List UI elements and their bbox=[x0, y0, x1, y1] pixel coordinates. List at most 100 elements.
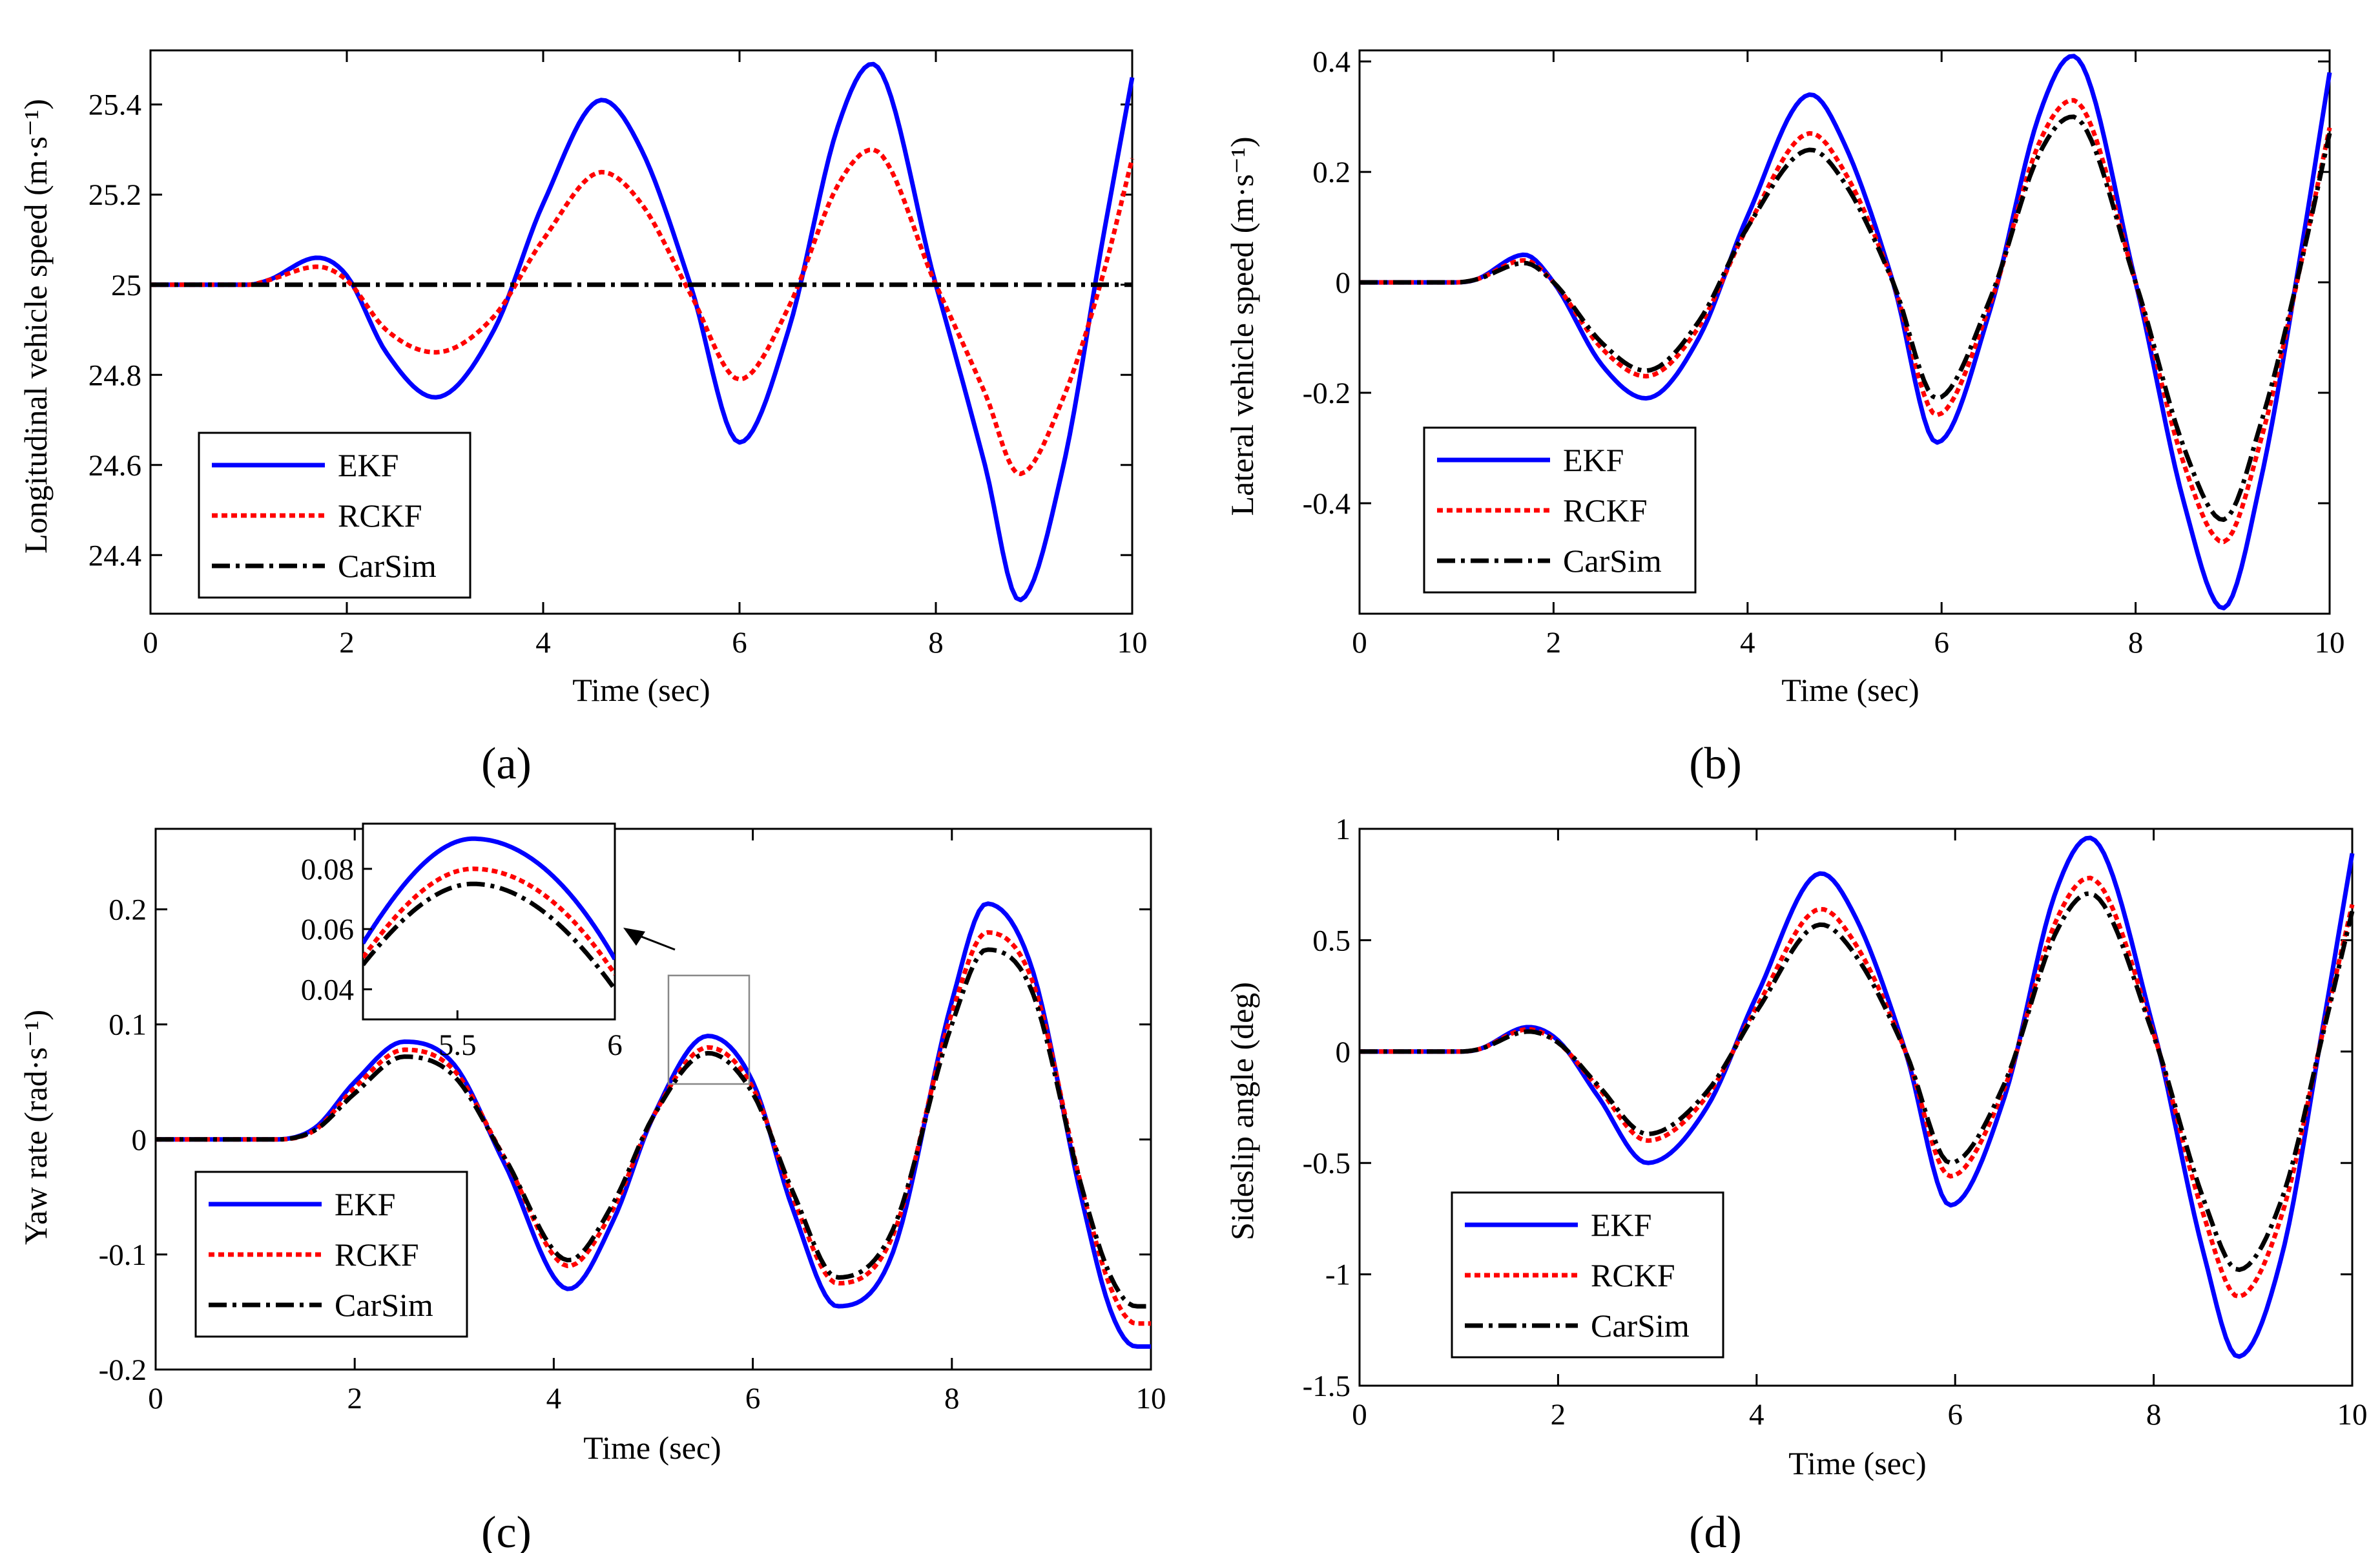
series-line-carsim bbox=[1360, 114, 2332, 522]
inset-y-tick-label: 0.08 bbox=[301, 853, 354, 886]
series-line-ekf bbox=[1360, 54, 2332, 610]
caption-d: (d) bbox=[1689, 1508, 1742, 1553]
x-tick-label: 4 bbox=[1749, 1398, 1764, 1432]
y-tick-label: -0.1 bbox=[99, 1238, 147, 1272]
legend-label-rckf: RCKF bbox=[335, 1236, 419, 1273]
inset-series-ekf bbox=[363, 836, 615, 961]
legend-label-carsim: CarSim bbox=[1591, 1308, 1690, 1344]
plot-area-b: 0 2 4 6 8 10 -0.4 -0.2 0 0.2 0.4 EKF RCKF CarSim bbox=[1303, 45, 2345, 660]
x-tick-label: 10 bbox=[2315, 626, 2345, 660]
xlabel-a: Time (sec) bbox=[572, 672, 710, 708]
inset-frame bbox=[362, 822, 616, 1021]
x-tick-label: 10 bbox=[1117, 626, 1148, 660]
y-tick-label: 25.2 bbox=[88, 178, 141, 212]
caption-b: (b) bbox=[1689, 739, 1742, 789]
inset-source-box bbox=[667, 974, 750, 1085]
x-tick-label: 2 bbox=[347, 1382, 362, 1415]
ylabel-c: Yaw rate (rad·s⁻¹) bbox=[17, 1010, 54, 1245]
y-tick-label: 0.2 bbox=[1312, 156, 1350, 189]
legend-label-carsim: CarSim bbox=[1563, 543, 1662, 579]
y-tick-label: 0.4 bbox=[1312, 45, 1350, 79]
x-tick-label: 0 bbox=[143, 626, 158, 660]
y-tick-label: 24.8 bbox=[88, 359, 141, 392]
plot-area-d: 0 2 4 6 8 10 -1.5 -1 -0.5 0 0.5 1 EKF RCKF CarSim bbox=[1303, 813, 2368, 1432]
y-tick-label: -0.2 bbox=[99, 1353, 147, 1387]
x-tick-label: 8 bbox=[928, 626, 944, 660]
series-line-carsim bbox=[156, 947, 1151, 1309]
xlabel-b: Time (sec) bbox=[1781, 672, 1919, 708]
x-tick-label: 4 bbox=[546, 1382, 562, 1415]
y-tick-label: -0.2 bbox=[1303, 377, 1350, 410]
legend-label-ekf: EKF bbox=[338, 447, 398, 483]
legend-label-carsim: CarSim bbox=[335, 1287, 433, 1323]
ylabel-a: Longitudinal vehicle speed (m·s⁻¹) bbox=[17, 99, 54, 554]
x-tick-label: 2 bbox=[1551, 1398, 1566, 1432]
caption-a: (a) bbox=[481, 739, 532, 789]
legend-label-rckf: RCKF bbox=[1591, 1257, 1675, 1293]
y-tick-label: 24.4 bbox=[88, 539, 141, 572]
x-tick-label: 10 bbox=[2337, 1398, 2368, 1432]
panel-a: 0 2 4 6 8 10 24.4 24.6 24.8 25 25.2 25.4 EKF RCKF CarS… bbox=[17, 49, 1148, 789]
x-tick-label: 4 bbox=[1740, 626, 1755, 660]
y-tick-label: 0.1 bbox=[109, 1008, 147, 1042]
x-tick-label: 0 bbox=[148, 1382, 163, 1415]
panel-b: 0 2 4 6 8 10 -0.4 -0.2 0 0.2 0.4 EKF RCKF CarSim Late… bbox=[1224, 45, 2345, 789]
y-tick-label: 25 bbox=[111, 269, 141, 302]
y-tick-label: 0 bbox=[1336, 266, 1351, 300]
legend: EKF RCKF CarSim bbox=[1423, 426, 1697, 594]
inset-series-rckf bbox=[363, 866, 615, 976]
y-tick-label: -1 bbox=[1325, 1258, 1350, 1292]
inset-x-tick-label: 5.5 bbox=[439, 1028, 477, 1062]
x-tick-label: 2 bbox=[339, 626, 355, 660]
x-tick-label: 8 bbox=[2146, 1398, 2162, 1432]
panel-d: 0 2 4 6 8 10 -1.5 -1 -0.5 0 0.5 1 EKF RCKF CarSim Side… bbox=[1224, 813, 2368, 1553]
x-tick-label: 6 bbox=[745, 1382, 761, 1415]
series-line-rckf bbox=[150, 147, 1135, 477]
series-line-carsim bbox=[1360, 891, 2355, 1273]
ylabel-d: Sideslip angle (deg) bbox=[1224, 982, 1260, 1240]
panel-c: 0 2 4 6 8 10 -0.2 -0.1 0 0.1 0.2 5.5 6 0.04 0.06 0.08 EK… bbox=[17, 822, 1166, 1553]
y-tick-label: 1 bbox=[1336, 813, 1351, 846]
plot-area-a: 0 2 4 6 8 10 24.4 24.6 24.8 25 25.2 25.4 EKF RCKF CarS… bbox=[88, 49, 1148, 660]
inset-y-tick-label: 0.04 bbox=[301, 973, 354, 1006]
legend-label-rckf: RCKF bbox=[338, 497, 422, 534]
legend-label-rckf: RCKF bbox=[1563, 492, 1648, 528]
plot-area-c: 0 2 4 6 8 10 -0.2 -0.1 0 0.1 0.2 5.5 6 0.04 0.06 0.08 EK… bbox=[99, 822, 1166, 1415]
y-tick-label: 25.4 bbox=[88, 89, 141, 122]
ylabel-b: Lateral vehicle speed (m·s⁻¹) bbox=[1224, 137, 1260, 516]
xlabel-c: Time (sec) bbox=[583, 1430, 721, 1466]
legend-label-ekf: EKF bbox=[335, 1186, 395, 1222]
series-line-ekf bbox=[150, 61, 1135, 603]
x-tick-label: 6 bbox=[1934, 626, 1949, 660]
x-tick-label: 4 bbox=[535, 626, 551, 660]
inset-x-tick-label: 6 bbox=[607, 1028, 623, 1062]
x-tick-label: 8 bbox=[944, 1382, 960, 1415]
x-tick-label: 2 bbox=[1546, 626, 1562, 660]
inset-plot bbox=[363, 836, 615, 991]
x-tick-label: 0 bbox=[1352, 626, 1367, 660]
y-tick-label: -1.5 bbox=[1303, 1370, 1350, 1403]
y-tick-label: 0.2 bbox=[109, 893, 147, 927]
legend: EKF RCKF CarSim bbox=[1451, 1191, 1724, 1359]
legend-label-ekf: EKF bbox=[1563, 442, 1624, 478]
legend: EKF RCKF CarSim bbox=[198, 432, 471, 599]
inset-arrow-head bbox=[623, 928, 645, 946]
x-tick-label: 10 bbox=[1136, 1382, 1166, 1415]
legend: EKF RCKF CarSim bbox=[194, 1171, 468, 1338]
x-tick-label: 6 bbox=[1947, 1398, 1963, 1432]
inset-y-tick-label: 0.06 bbox=[301, 913, 354, 946]
x-tick-label: 8 bbox=[2128, 626, 2144, 660]
y-tick-label: -0.4 bbox=[1303, 487, 1350, 521]
legend-label-ekf: EKF bbox=[1591, 1207, 1651, 1243]
legend-label-carsim: CarSim bbox=[338, 548, 437, 584]
xlabel-d: Time (sec) bbox=[1788, 1445, 1926, 1481]
y-tick-label: 24.6 bbox=[88, 449, 141, 483]
y-tick-label: 0 bbox=[132, 1123, 147, 1157]
x-tick-label: 6 bbox=[732, 626, 747, 660]
x-tick-label: 0 bbox=[1352, 1398, 1367, 1432]
series-line-rckf bbox=[1360, 98, 2332, 545]
y-tick-label: -0.5 bbox=[1303, 1147, 1350, 1180]
y-tick-label: 0 bbox=[1336, 1036, 1351, 1069]
caption-c: (c) bbox=[481, 1508, 532, 1553]
